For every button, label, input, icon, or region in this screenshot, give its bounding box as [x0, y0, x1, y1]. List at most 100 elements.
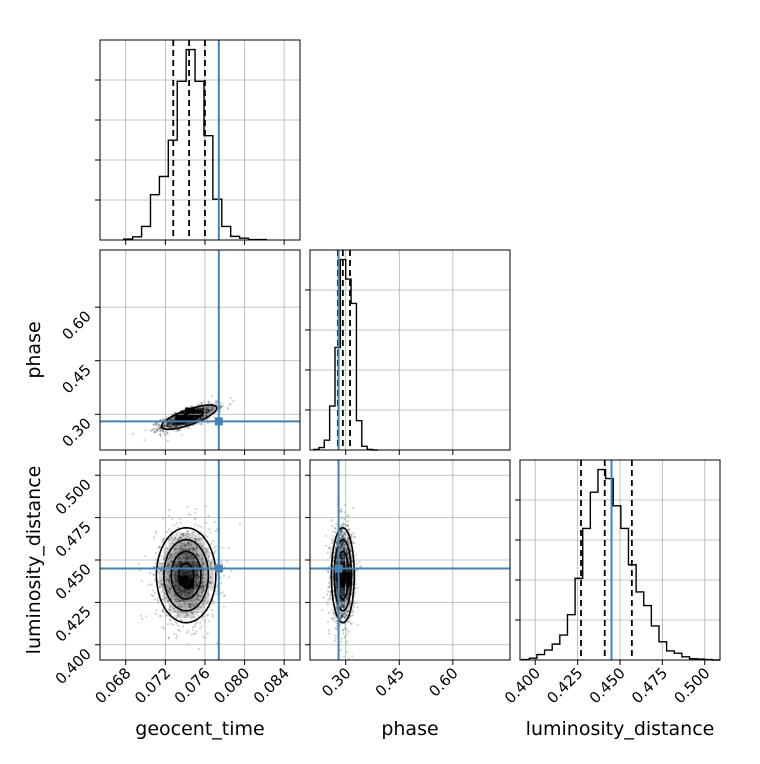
scatter-point — [198, 408, 201, 411]
density-bin — [188, 552, 194, 559]
density-bin — [340, 612, 346, 619]
scatter-point — [183, 543, 187, 546]
scatter-point — [159, 569, 162, 572]
scatter-point — [321, 609, 324, 612]
scatter-point — [184, 590, 187, 593]
scatter-point — [188, 589, 191, 593]
scatter-point — [191, 588, 195, 591]
scatter-point — [206, 411, 209, 414]
scatter-point — [183, 577, 186, 580]
scatter-point — [180, 592, 184, 595]
scatter-point — [161, 608, 164, 611]
scatter-point — [175, 573, 178, 576]
scatter-point — [198, 647, 201, 651]
scatter-point — [184, 555, 188, 558]
scatter-point — [169, 605, 172, 608]
scatter-point — [185, 594, 188, 598]
scatter-point — [209, 408, 212, 411]
scatter-point — [183, 418, 186, 421]
scatter-point — [334, 634, 337, 637]
scatter-point — [340, 578, 343, 581]
scatter-point — [199, 537, 203, 540]
density-bin — [163, 592, 169, 599]
scatter-point — [194, 586, 197, 589]
scatter-point — [343, 617, 346, 620]
scatter-point — [178, 590, 181, 593]
scatter-point — [162, 430, 165, 433]
scatter-point — [326, 621, 330, 624]
scatter-point — [189, 576, 192, 579]
density-bin — [193, 562, 199, 569]
scatter-point — [209, 561, 212, 564]
scatter-point — [184, 552, 187, 555]
scatter-point — [207, 401, 210, 404]
scatter-point — [328, 585, 331, 588]
scatter-point — [340, 599, 344, 602]
scatter-point — [184, 417, 187, 420]
scatter-point — [172, 423, 176, 426]
scatter-point — [179, 588, 183, 592]
scatter-point — [353, 536, 357, 539]
scatter-point — [189, 414, 192, 417]
scatter-point — [194, 574, 197, 578]
density-bin — [178, 592, 184, 599]
scatter-point — [342, 547, 346, 550]
scatter-point — [182, 589, 185, 592]
scatter-point — [349, 549, 352, 552]
scatter-point — [191, 589, 194, 593]
scatter-point — [182, 416, 186, 419]
scatter-point — [350, 535, 353, 538]
scatter-point — [186, 577, 190, 580]
scatter-point — [185, 416, 188, 419]
scatter-point — [187, 577, 191, 581]
scatter-point — [173, 598, 176, 601]
scatter-point — [205, 550, 208, 553]
scatter-point — [162, 627, 166, 630]
scatter-point — [209, 408, 212, 412]
density-bin — [183, 557, 189, 564]
scatter-point — [174, 593, 177, 596]
scatter-point — [342, 590, 346, 593]
scatter-point — [181, 417, 184, 420]
scatter-point — [195, 583, 198, 586]
scatter-point — [176, 565, 179, 568]
scatter-point — [175, 424, 178, 428]
scatter-point — [194, 415, 197, 418]
scatter-point — [176, 598, 180, 602]
scatter-point — [180, 417, 183, 420]
scatter-point — [166, 425, 170, 428]
y-axis-label-luminosity_distance: luminosity_distance — [23, 466, 45, 655]
scatter-point — [179, 544, 182, 547]
scatter-point — [187, 555, 190, 558]
scatter-point — [215, 400, 218, 404]
scatter-point — [187, 416, 190, 419]
scatter-point — [197, 408, 200, 411]
scatter-point — [182, 412, 185, 415]
scatter-point — [184, 557, 187, 560]
scatter-point — [190, 590, 193, 593]
scatter-point — [186, 410, 190, 413]
scatter-point — [181, 534, 185, 538]
scatter-point — [195, 560, 198, 564]
scatter-point — [166, 424, 169, 427]
scatter-point — [159, 429, 162, 432]
scatter-point — [197, 407, 200, 411]
scatter-point — [139, 569, 142, 572]
scatter-point — [189, 576, 192, 579]
scatter-point — [347, 630, 350, 633]
scatter-point — [187, 592, 190, 595]
scatter-point — [208, 410, 211, 414]
scatter-point — [185, 573, 188, 577]
scatter-point — [162, 425, 165, 429]
scatter-point — [199, 416, 203, 419]
scatter-point — [341, 557, 344, 560]
scatter-point — [185, 612, 188, 615]
scatter-point — [346, 552, 349, 555]
scatter-point — [187, 571, 190, 574]
scatter-point — [190, 417, 193, 420]
scatter-point — [190, 569, 193, 572]
scatter-point — [167, 557, 170, 560]
scatter-point — [192, 409, 195, 412]
scatter-point — [198, 411, 201, 415]
scatter-point — [185, 594, 188, 597]
